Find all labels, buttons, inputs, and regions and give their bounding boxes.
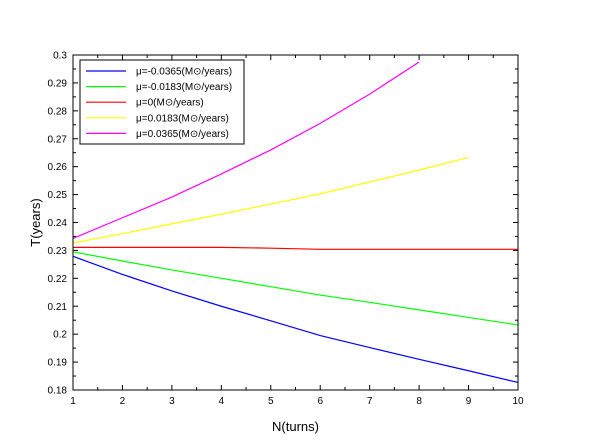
x-tick-label: 8	[416, 396, 422, 407]
y-tick-label: 0.2	[53, 330, 67, 341]
legend-label: μ=0(M⊙/years)	[136, 98, 204, 109]
y-tick-label: 0.29	[48, 78, 68, 89]
x-tick-label: 6	[317, 396, 323, 407]
x-tick-label: 3	[169, 396, 175, 407]
x-tick-label: 5	[268, 396, 274, 407]
series-line	[72, 255, 519, 384]
legend: μ=-0.0365(M⊙/years) μ=-0.0183(M⊙/years) μ=…	[79, 59, 245, 145]
y-tick-label: 0.19	[48, 358, 68, 369]
x-axis-title: N(turns)	[272, 419, 319, 434]
y-tick-label: 0.24	[48, 218, 68, 229]
legend-label: μ=0.0365(M⊙/years)	[136, 129, 229, 140]
series-line	[72, 251, 519, 326]
y-tick-label: 0.3	[53, 51, 67, 62]
y-tick-label: 0.21	[48, 302, 68, 313]
y-axis-title: T(years)	[28, 198, 43, 246]
y-tick-label: 0.25	[48, 190, 68, 201]
x-tick-label: 2	[120, 396, 126, 407]
x-tick-label: 9	[466, 396, 472, 407]
plot-frame	[72, 54, 519, 391]
y-tick-label: 0.23	[48, 246, 68, 257]
tick-labels: 1 2 3 4 5 6 7 8 9 10 0.18 0.19 0.2 0.21 0.22 0.23 0.24 0.…	[48, 51, 524, 408]
y-tick-label: 0.22	[48, 274, 68, 285]
series-lines	[72, 61, 519, 384]
x-tick-label: 4	[219, 396, 225, 407]
y-tick-label: 0.18	[48, 386, 68, 397]
y-tick-label: 0.26	[48, 162, 68, 173]
x-tick-label: 10	[512, 396, 524, 407]
y-tick-label: 0.27	[48, 134, 68, 145]
legend-label: μ=-0.0365(M⊙/years)	[136, 67, 232, 78]
x-tick-label: 7	[367, 396, 373, 407]
series-line	[72, 61, 420, 239]
legend-label: μ=0.0183(M⊙/years)	[136, 113, 229, 124]
y-tick-label: 0.28	[48, 106, 68, 117]
series-line	[73, 246, 518, 250]
legend-label: μ=-0.0183(M⊙/years)	[136, 82, 232, 93]
x-tick-label: 1	[70, 396, 76, 407]
series-line	[72, 156, 469, 244]
